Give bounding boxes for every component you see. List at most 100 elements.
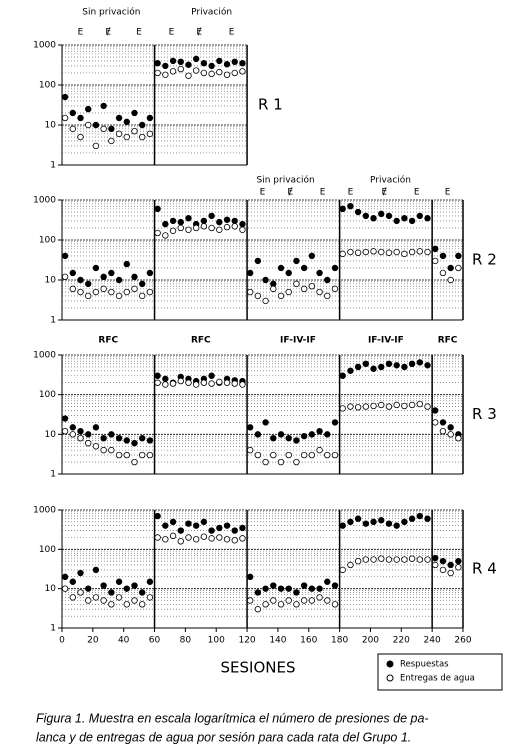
data-point <box>69 594 76 601</box>
data-point <box>100 102 107 110</box>
data-point <box>216 378 223 386</box>
data-point <box>354 208 362 216</box>
data-point <box>208 535 215 542</box>
data-point <box>77 288 84 296</box>
data-point <box>408 217 416 225</box>
data-point <box>354 363 362 371</box>
data-point <box>300 285 308 293</box>
data-point <box>408 248 416 256</box>
data-point <box>115 594 123 601</box>
data-point <box>162 375 169 383</box>
data-point <box>432 407 439 414</box>
data-point <box>331 582 339 589</box>
data-point <box>223 536 231 543</box>
data-point <box>108 431 115 438</box>
data-point <box>85 105 92 113</box>
rat-label: R 4 <box>472 560 497 578</box>
data-point <box>100 582 107 589</box>
data-point <box>270 597 277 604</box>
data-point <box>61 273 69 281</box>
data-point <box>308 585 316 592</box>
data-point <box>77 589 84 596</box>
data-point <box>432 245 439 253</box>
data-point <box>439 427 447 435</box>
data-point <box>115 130 123 138</box>
e-label: Ɇ <box>196 27 202 38</box>
data-point <box>324 578 331 585</box>
data-point <box>439 566 447 574</box>
data-point <box>154 372 161 379</box>
phase-label: Privación <box>370 175 411 186</box>
data-point <box>162 232 169 239</box>
data-point <box>177 527 184 534</box>
x-tick-label: 20 <box>87 636 99 646</box>
data-point <box>208 372 215 379</box>
data-point <box>239 381 246 388</box>
data-point <box>92 594 100 601</box>
data-point <box>308 252 316 260</box>
data-point <box>77 427 84 435</box>
e-label: E <box>136 28 142 38</box>
rat-label: R 3 <box>472 405 497 423</box>
phase-label: Privación <box>191 7 232 18</box>
data-point <box>408 360 416 367</box>
data-point <box>208 70 215 78</box>
phase-label: RFC <box>98 336 118 346</box>
data-point <box>254 606 262 613</box>
data-point <box>200 60 208 67</box>
data-point <box>77 434 84 442</box>
data-point <box>277 458 285 466</box>
legend-label: Entregas de agua <box>400 674 475 684</box>
data-point <box>432 419 439 426</box>
data-point <box>223 216 231 223</box>
data-point <box>262 458 269 466</box>
data-point <box>308 431 316 438</box>
data-point <box>354 515 362 522</box>
data-point <box>185 520 192 527</box>
data-point <box>447 569 454 577</box>
y-tick-label: 1 <box>50 161 56 171</box>
y-tick-label: 1 <box>50 624 56 634</box>
data-point <box>115 292 123 300</box>
data-point <box>401 363 408 371</box>
data-point <box>354 404 362 411</box>
data-point <box>77 276 84 284</box>
data-point <box>239 535 246 542</box>
data-point <box>192 522 200 529</box>
data-point <box>231 380 238 387</box>
phase-label: Sin privación <box>82 7 140 18</box>
y-tick-label: 100 <box>39 545 56 555</box>
data-point <box>192 224 200 232</box>
data-point <box>123 288 130 296</box>
data-point <box>432 554 439 562</box>
data-point <box>131 439 138 447</box>
data-point <box>223 223 231 231</box>
data-point <box>308 597 316 604</box>
rat-label: R 2 <box>472 251 497 269</box>
data-point <box>162 522 169 529</box>
phase-label: RFC <box>438 336 458 346</box>
data-point <box>185 61 192 68</box>
data-point <box>362 212 370 220</box>
data-point <box>370 556 377 563</box>
data-point <box>100 597 107 604</box>
data-point <box>177 58 184 66</box>
data-point <box>439 557 447 565</box>
e-label: E <box>169 28 175 38</box>
data-point <box>277 264 285 272</box>
data-point <box>154 534 161 541</box>
legend-marker <box>386 674 394 682</box>
caption-line: Figura 1. Muestra en escala logarítmica … <box>36 711 429 725</box>
data-point <box>169 57 177 65</box>
data-point <box>362 520 370 527</box>
data-point <box>223 379 231 386</box>
data-point <box>138 451 146 459</box>
data-point <box>455 557 462 565</box>
data-point <box>92 142 100 150</box>
data-point <box>108 137 115 145</box>
data-point <box>316 427 323 435</box>
data-point <box>408 515 416 522</box>
data-point <box>370 365 377 372</box>
data-point <box>277 431 285 438</box>
data-point <box>455 434 462 442</box>
